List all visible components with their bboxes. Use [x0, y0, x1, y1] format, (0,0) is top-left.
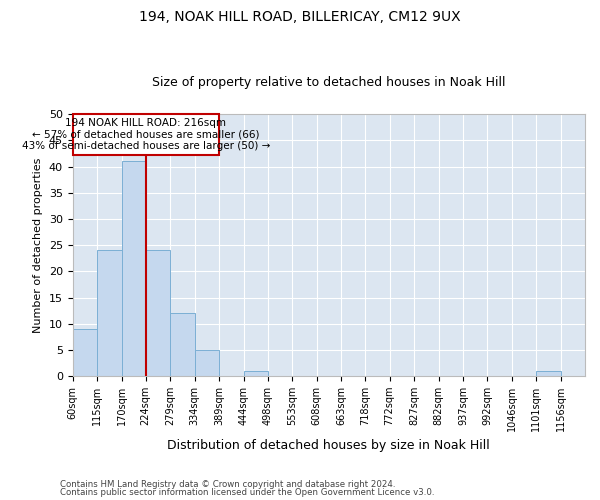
Text: Contains HM Land Registry data © Crown copyright and database right 2024.: Contains HM Land Registry data © Crown c…	[60, 480, 395, 489]
FancyBboxPatch shape	[73, 114, 220, 154]
Bar	[244, 371, 268, 376]
Bar	[536, 371, 560, 376]
Bar	[170, 313, 194, 376]
Bar	[122, 162, 146, 376]
Bar	[146, 250, 170, 376]
Title: Size of property relative to detached houses in Noak Hill: Size of property relative to detached ho…	[152, 76, 506, 90]
Text: ← 57% of detached houses are smaller (66): ← 57% of detached houses are smaller (66…	[32, 130, 260, 140]
Bar	[73, 329, 97, 376]
Text: 43% of semi-detached houses are larger (50) →: 43% of semi-detached houses are larger (…	[22, 140, 270, 150]
X-axis label: Distribution of detached houses by size in Noak Hill: Distribution of detached houses by size …	[167, 440, 490, 452]
Text: 194, NOAK HILL ROAD, BILLERICAY, CM12 9UX: 194, NOAK HILL ROAD, BILLERICAY, CM12 9U…	[139, 10, 461, 24]
Text: 194 NOAK HILL ROAD: 216sqm: 194 NOAK HILL ROAD: 216sqm	[65, 118, 226, 128]
Bar	[194, 350, 219, 376]
Bar	[97, 250, 122, 376]
Text: Contains public sector information licensed under the Open Government Licence v3: Contains public sector information licen…	[60, 488, 434, 497]
Y-axis label: Number of detached properties: Number of detached properties	[33, 158, 43, 333]
